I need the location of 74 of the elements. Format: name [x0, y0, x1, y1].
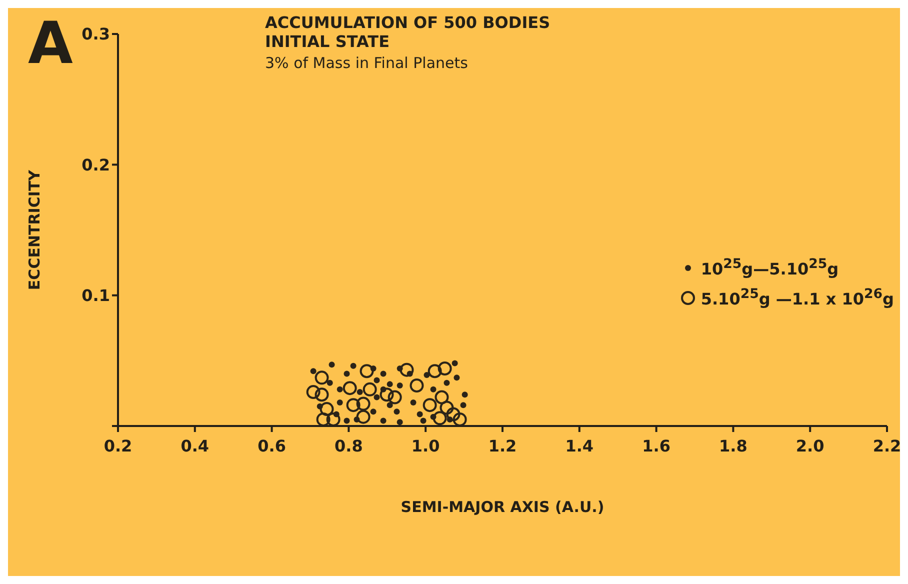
- point: [380, 388, 394, 402]
- point: [314, 370, 329, 385]
- y-tick-label: 0.1: [82, 286, 110, 306]
- text: A: [28, 9, 73, 77]
- point: [386, 402, 393, 408]
- x-tick-label: 2.0: [796, 436, 824, 456]
- point: [428, 364, 442, 378]
- point: [326, 412, 340, 426]
- point: [350, 362, 356, 369]
- point: [314, 388, 329, 402]
- point: [360, 364, 374, 378]
- x-tick-label: 1.2: [488, 436, 517, 456]
- x-tick-label: 1.6: [642, 436, 670, 456]
- point: [462, 392, 468, 398]
- point: [434, 390, 449, 404]
- point: [344, 418, 350, 424]
- x-tick-label: 1.8: [719, 436, 748, 456]
- x-tick-label: 1.0: [411, 436, 440, 456]
- point: [460, 402, 466, 408]
- point: [420, 418, 426, 424]
- point: [370, 408, 376, 415]
- point: [446, 407, 460, 422]
- legend-label: 10$^{25}$g—5.10$^{25}$g: [700, 257, 839, 279]
- x-tick-label: 0.8: [334, 436, 363, 456]
- x-tick-label: 1.4: [565, 436, 594, 456]
- point: [356, 410, 370, 424]
- point: [374, 377, 380, 384]
- point: [336, 399, 343, 406]
- point: [380, 418, 386, 424]
- y-tick-label: 0.2: [82, 155, 110, 174]
- point: [396, 382, 403, 388]
- y-axis-title: ECCENTRICITY: [25, 168, 44, 290]
- x-tick-label: 0.4: [180, 436, 210, 456]
- point: [356, 389, 363, 396]
- point: [362, 382, 377, 396]
- point: [306, 385, 320, 400]
- point: [326, 380, 333, 386]
- point: [452, 412, 467, 426]
- point: [380, 370, 386, 377]
- point: [394, 408, 400, 415]
- point: [410, 378, 424, 392]
- point: [386, 381, 393, 388]
- chart-subtitle: INITIAL STATE: [265, 32, 390, 52]
- x-tick-label: 2.2: [872, 436, 902, 456]
- x-tick-label: 0.6: [258, 436, 286, 456]
- x-axis-title: SEMI-MAJOR AXIS (A.U.): [400, 498, 604, 516]
- point: [388, 390, 402, 404]
- point: [410, 399, 416, 406]
- annotation: 3% of Mass in Final Planets: [265, 54, 469, 72]
- point: [430, 386, 436, 392]
- point: [336, 386, 343, 392]
- point: [374, 394, 380, 400]
- point: [396, 419, 403, 426]
- y-tick-label: 0.3: [82, 24, 110, 44]
- point: [328, 362, 335, 368]
- point: [440, 400, 454, 415]
- point: [342, 381, 357, 396]
- point: [416, 411, 423, 418]
- point: [344, 370, 350, 377]
- legend-label: 5.10$^{25}$g —1.1 x 10$^{26}$g: [700, 287, 894, 309]
- point: [432, 411, 447, 426]
- x-tick-label: 0.2: [104, 436, 132, 456]
- point: [346, 398, 360, 412]
- point: [310, 368, 316, 374]
- chart-title: ACCUMULATION OF 500 BODIES: [265, 13, 550, 32]
- point: [454, 374, 460, 381]
- point: [452, 360, 458, 366]
- point: [316, 412, 330, 426]
- point: [356, 396, 370, 411]
- point: [444, 380, 450, 386]
- point: [400, 362, 414, 377]
- point: [422, 398, 437, 412]
- point: [438, 362, 452, 376]
- point: [320, 402, 334, 416]
